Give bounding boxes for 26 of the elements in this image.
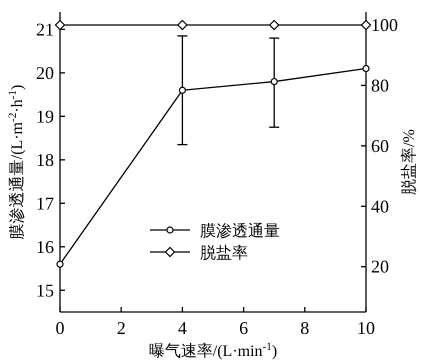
x-tick-label: 4: [178, 318, 187, 338]
y2-tick-label: 20: [371, 256, 389, 277]
y2-tick-label: 40: [371, 196, 389, 216]
y-tick-label: 17: [36, 193, 54, 214]
x-tick-label: 6: [239, 318, 248, 338]
y2-tick-label: 100: [371, 14, 398, 35]
y-tick-label: 21: [36, 19, 54, 40]
y-tick-label: 16: [36, 236, 54, 257]
x-tick-label: 10: [357, 318, 375, 338]
y-tick-label: 18: [36, 150, 54, 170]
y-tick-label: 19: [36, 106, 54, 126]
y2-tick-label: 80: [371, 75, 389, 96]
x-tick-label: 2: [116, 318, 126, 338]
point: [56, 260, 64, 268]
point: [178, 86, 186, 94]
x-tick-label: 0: [56, 318, 64, 338]
y-tick-label: 20: [36, 62, 54, 83]
y2-axis-title: 脱盐率/%: [400, 129, 418, 195]
y-tick-label: 15: [36, 280, 54, 300]
legend-label: 脱盐率: [200, 244, 248, 262]
x-tick-label: 8: [300, 318, 310, 338]
y2-tick-label: 60: [371, 136, 389, 156]
x-axis-title: 曝气速率/(L·min$^{-1}$): [148, 341, 278, 360]
legend-label: 膜渗透通量: [200, 222, 280, 240]
point: [270, 78, 278, 86]
point: [362, 64, 370, 72]
